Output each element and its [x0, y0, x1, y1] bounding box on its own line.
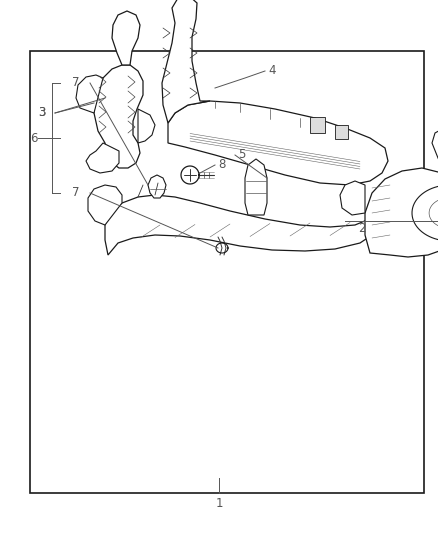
Text: 7: 7 [72, 187, 80, 199]
Text: 6: 6 [30, 132, 38, 144]
Polygon shape [76, 75, 103, 113]
Polygon shape [432, 128, 438, 173]
Text: 7: 7 [72, 77, 80, 90]
Text: 1: 1 [215, 497, 223, 510]
Text: 2: 2 [358, 222, 365, 235]
Polygon shape [340, 181, 365, 215]
Polygon shape [138, 109, 155, 143]
Polygon shape [368, 203, 390, 245]
Text: 8: 8 [218, 158, 226, 172]
Text: 3: 3 [38, 107, 46, 119]
Polygon shape [86, 143, 119, 173]
Polygon shape [245, 159, 267, 215]
Bar [30, 51, 424, 493]
Polygon shape [105, 195, 382, 255]
Polygon shape [310, 117, 325, 133]
Text: 3: 3 [38, 107, 46, 119]
Text: 5: 5 [238, 149, 245, 161]
Polygon shape [94, 65, 143, 168]
Polygon shape [335, 125, 348, 139]
Polygon shape [112, 11, 140, 65]
Polygon shape [162, 0, 210, 123]
Polygon shape [365, 168, 438, 257]
Polygon shape [148, 175, 166, 198]
Polygon shape [88, 185, 122, 225]
Text: 4: 4 [268, 64, 276, 77]
Polygon shape [168, 101, 388, 185]
